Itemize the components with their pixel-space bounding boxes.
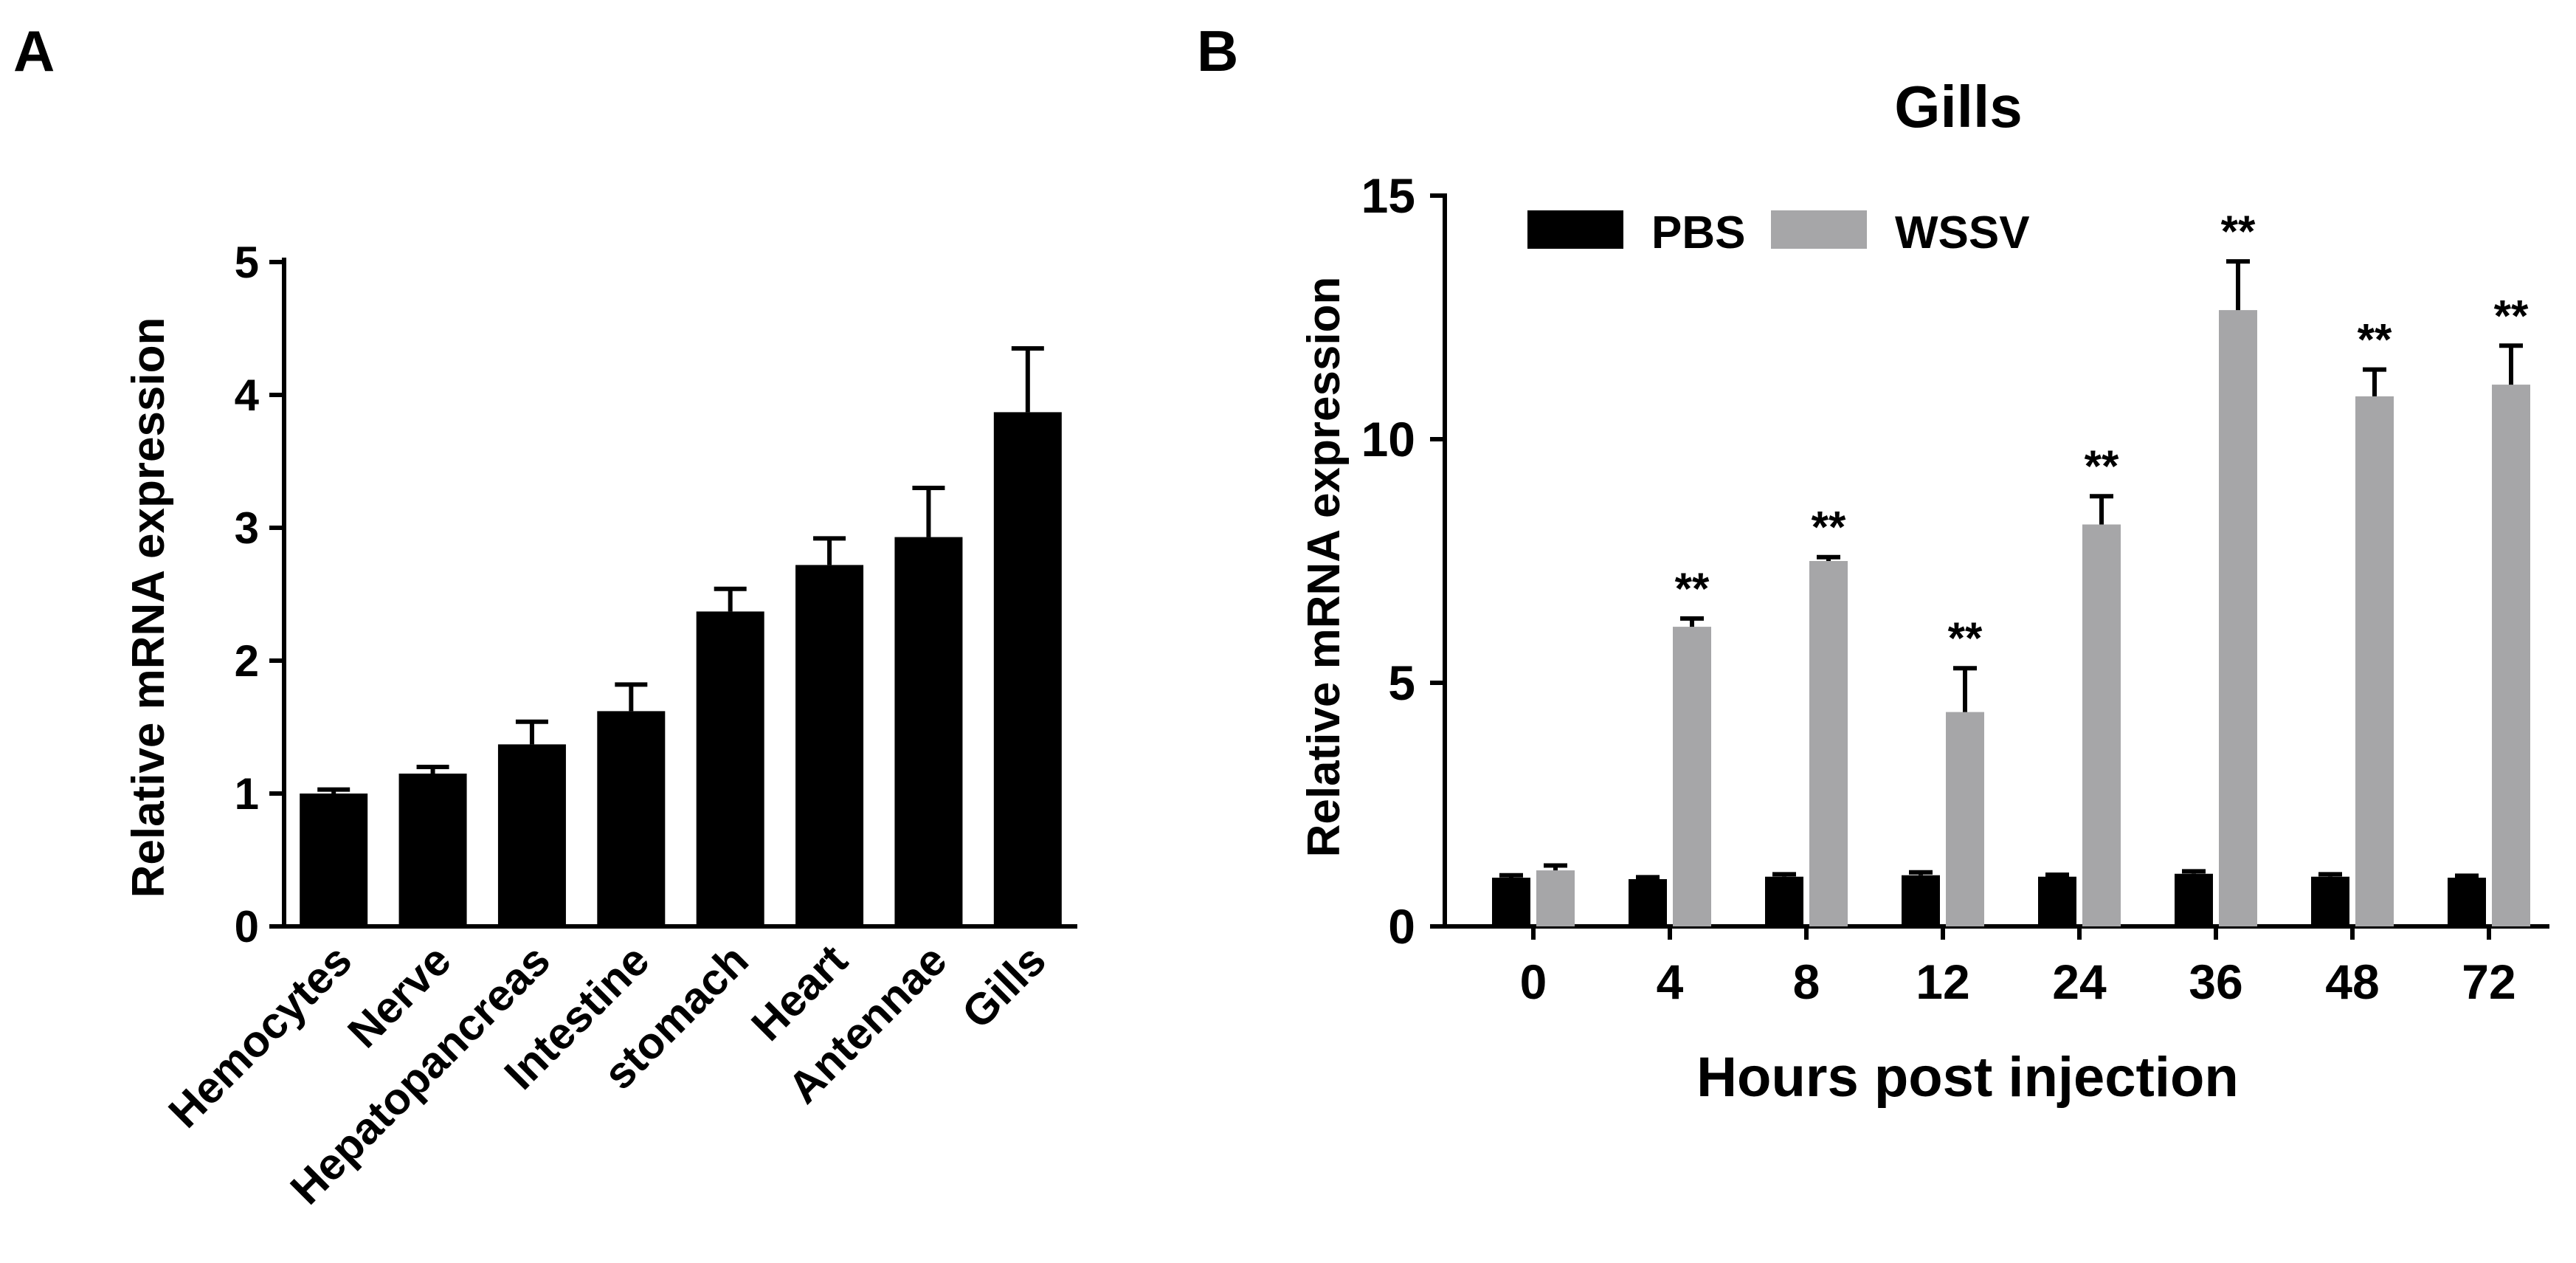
bar xyxy=(497,744,566,926)
legend-swatch-pbs xyxy=(1527,210,1623,249)
wssv-bar xyxy=(2355,396,2394,926)
pbs-bar xyxy=(1765,876,1803,926)
wssv-bar xyxy=(1946,712,1984,926)
x-tick-label: 8 xyxy=(1793,954,1820,1009)
legend-label-pbs: PBS xyxy=(1651,207,1745,258)
pbs-bar xyxy=(2038,876,2076,926)
significance-marker: ** xyxy=(1675,564,1710,613)
pbs-bar xyxy=(1902,875,1940,926)
y-axis-label: Relative mRNA expression xyxy=(123,317,174,898)
y-tick-label: 5 xyxy=(235,238,259,287)
significance-marker: ** xyxy=(2085,441,2119,491)
y-tick-label: 15 xyxy=(1361,168,1415,223)
bar xyxy=(597,711,666,926)
significance-marker: ** xyxy=(1948,613,1983,663)
y-tick-label: 0 xyxy=(235,902,259,951)
bar xyxy=(795,565,864,926)
bar xyxy=(300,794,368,926)
pbs-bar xyxy=(1629,878,1667,926)
chart-b-gills-time-course: Gills 0 5 10 15 0 ** 4 ** 8 ** 12 ** 24 ** 36 ** 48 ** 72 H… xyxy=(1299,74,2549,1109)
significance-marker: ** xyxy=(2494,291,2529,340)
pbs-bar xyxy=(2311,876,2349,926)
significance-marker: ** xyxy=(1812,503,1846,552)
y-tick-label: 1 xyxy=(235,769,259,819)
y-tick-label: 2 xyxy=(235,636,259,686)
x-tick-label: 48 xyxy=(2325,954,2379,1009)
legend-swatch-wssv xyxy=(1771,210,1867,249)
wssv-bar xyxy=(2492,385,2530,926)
pbs-bar xyxy=(1492,878,1530,926)
x-tick-label: 0 xyxy=(1520,954,1547,1009)
x-tick-label: 12 xyxy=(1916,954,1969,1009)
chart-a-tissue-expression: 012345HemocytesNerveHepatopancreasIntest… xyxy=(123,238,1077,1214)
significance-marker: ** xyxy=(2221,207,2256,256)
panel-label-a: A xyxy=(13,18,55,83)
x-axis-label: Hours post injection xyxy=(1696,1046,2239,1109)
panel-label-b: B xyxy=(1197,18,1238,83)
x-tick-label: 4 xyxy=(1657,954,1684,1009)
pbs-bar xyxy=(2175,873,2213,926)
y-axis-label: Relative mRNA expression xyxy=(1299,277,1350,858)
wssv-bar xyxy=(1809,561,1848,926)
y-tick-label: 10 xyxy=(1361,412,1415,467)
wssv-bar xyxy=(1536,870,1575,926)
x-tick-label: 24 xyxy=(2052,954,2107,1009)
y-tick-label: 4 xyxy=(235,371,260,420)
x-tick-label: 72 xyxy=(2462,954,2515,1009)
x-tick-label: 36 xyxy=(2189,954,2242,1009)
y-tick-label: 0 xyxy=(1388,899,1415,954)
legend-label-wssv: WSSV xyxy=(1895,207,2030,258)
y-tick-label: 5 xyxy=(1388,655,1415,710)
significance-marker: ** xyxy=(2358,315,2392,365)
wssv-bar xyxy=(2219,310,2257,927)
bar xyxy=(696,611,764,926)
chart-b-title: Gills xyxy=(1894,74,2022,140)
wssv-bar xyxy=(1673,627,1711,926)
x-tick-label: Hemocytes xyxy=(159,935,362,1138)
bar xyxy=(398,774,467,926)
wssv-bar xyxy=(2082,524,2121,926)
pbs-bar xyxy=(2448,878,2486,926)
x-tick-label: Gills xyxy=(953,935,1055,1038)
bar xyxy=(993,412,1062,926)
bar xyxy=(894,537,963,926)
y-tick-label: 3 xyxy=(235,503,259,553)
